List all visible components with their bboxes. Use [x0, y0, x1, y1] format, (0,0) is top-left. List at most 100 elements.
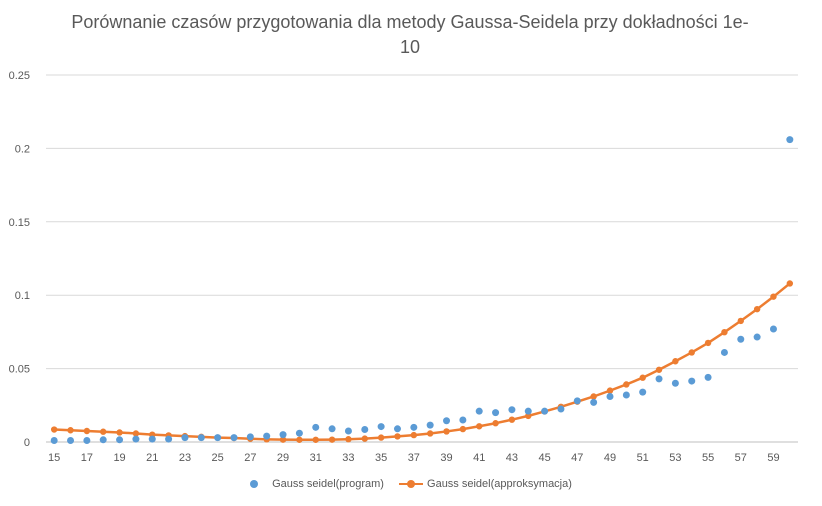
data-point-program — [541, 407, 549, 415]
data-point-approx — [639, 374, 646, 381]
data-point-program — [165, 435, 173, 443]
data-point-approx — [476, 423, 483, 430]
x-tick-label: 27 — [244, 452, 256, 464]
data-point-approx — [50, 426, 58, 433]
data-point-program — [148, 435, 156, 443]
data-point-program — [606, 392, 614, 400]
data-point-program — [197, 434, 205, 442]
x-tick-label: 41 — [473, 452, 485, 464]
data-point-approx — [279, 436, 287, 443]
data-point-approx — [623, 381, 630, 388]
x-tick-label: 59 — [767, 452, 779, 464]
x-tick-label: 29 — [277, 452, 289, 464]
data-point-program — [181, 434, 189, 442]
data-point-program — [312, 423, 320, 431]
data-point-approx — [67, 427, 74, 434]
data-point-approx — [459, 425, 467, 433]
x-tick-label: 35 — [375, 452, 387, 464]
legend-marker-program — [250, 480, 259, 488]
x-tick-label: 17 — [81, 452, 93, 464]
data-point-program — [344, 427, 352, 435]
series-line-approx — [54, 282, 791, 442]
data-point-program — [492, 409, 500, 417]
x-tick-label: 49 — [604, 452, 616, 464]
data-point-program — [377, 423, 385, 431]
legend-label-approx: Gauss seidel(approksymacja) — [427, 478, 572, 490]
data-point-approx — [590, 393, 597, 400]
data-point-program — [99, 436, 107, 444]
data-point-program — [737, 335, 745, 343]
data-point-program — [116, 436, 124, 444]
legend-item-approx: Gauss seidel(approksymacja) — [399, 478, 572, 490]
data-point-program — [279, 431, 287, 439]
data-point-approx — [655, 366, 663, 373]
data-point-approx — [296, 436, 303, 443]
chart-title: Porównanie czasów przygotowania dla meto… — [71, 12, 749, 57]
data-point-program — [655, 375, 663, 383]
data-point-program — [557, 405, 565, 413]
x-tick-label: 31 — [310, 452, 322, 464]
data-point-program — [214, 434, 222, 442]
legend-marker-approx — [399, 480, 424, 488]
x-tick-label: 47 — [571, 452, 583, 464]
x-tick-label: 23 — [179, 452, 191, 464]
data-point-program — [393, 425, 401, 433]
data-point-program — [720, 348, 728, 356]
x-tick-label: 21 — [146, 452, 158, 464]
x-tick-label: 53 — [669, 452, 681, 464]
data-point-approx — [688, 349, 695, 356]
data-point-approx — [508, 416, 516, 423]
data-point-program — [50, 437, 58, 445]
data-point-approx — [345, 436, 352, 443]
data-point-approx — [328, 436, 336, 443]
data-point-program — [590, 398, 598, 406]
data-point-approx — [721, 328, 728, 336]
data-point-program — [410, 423, 418, 431]
data-point-program — [573, 397, 581, 405]
data-point-program — [246, 433, 254, 441]
x-tick-label: 25 — [212, 452, 224, 464]
data-point-program — [328, 425, 336, 433]
data-point-program — [230, 434, 238, 442]
data-point-program — [132, 435, 140, 443]
data-point-approx — [394, 433, 401, 440]
y-tick-label: 0 — [24, 437, 30, 449]
data-point-approx — [100, 428, 107, 435]
data-point-program — [671, 379, 679, 387]
data-point-approx — [737, 317, 744, 325]
data-point-program — [639, 388, 647, 396]
y-tick-label: 0.1 — [15, 290, 30, 302]
y-tick-label: 0.05 — [9, 364, 30, 376]
data-point-approx — [377, 434, 385, 441]
data-point-program — [688, 377, 696, 385]
y-tick-label: 0.2 — [15, 143, 30, 155]
data-point-program — [753, 333, 761, 341]
plot-area: 0 0.05 0.1 0.15 0.2 0.25 15 17 19 21 23 25 27 29 31 33 3… — [9, 70, 798, 464]
data-point-program — [622, 391, 630, 399]
legend: Gauss seidel(program) Gauss seidel(appro… — [0, 478, 822, 491]
x-tick-label: 19 — [113, 452, 125, 464]
data-point-approx — [704, 339, 712, 347]
data-point-approx — [116, 429, 123, 436]
x-tick-label: 43 — [506, 452, 518, 464]
legend-label-program: Gauss seidel(program) — [272, 478, 384, 490]
data-point-program — [295, 429, 303, 437]
data-point-approx — [492, 420, 499, 427]
data-point-program — [83, 437, 91, 445]
legend-item-program: Gauss seidel(program) — [250, 478, 384, 490]
data-point-program — [443, 417, 451, 425]
data-point-approx — [443, 428, 450, 435]
data-point-approx — [786, 280, 794, 287]
data-point-program — [361, 426, 369, 434]
data-point-approx — [312, 436, 319, 443]
x-tick-label: 33 — [342, 452, 354, 464]
data-point-approx — [672, 358, 679, 365]
data-point-program — [704, 373, 712, 381]
data-point-approx — [606, 387, 614, 394]
data-point-program — [769, 325, 777, 333]
data-point-program — [67, 437, 75, 445]
x-tick-label: 15 — [48, 452, 60, 464]
data-point-approx — [361, 435, 368, 442]
data-point-approx — [83, 427, 91, 435]
data-point-program — [524, 407, 532, 415]
